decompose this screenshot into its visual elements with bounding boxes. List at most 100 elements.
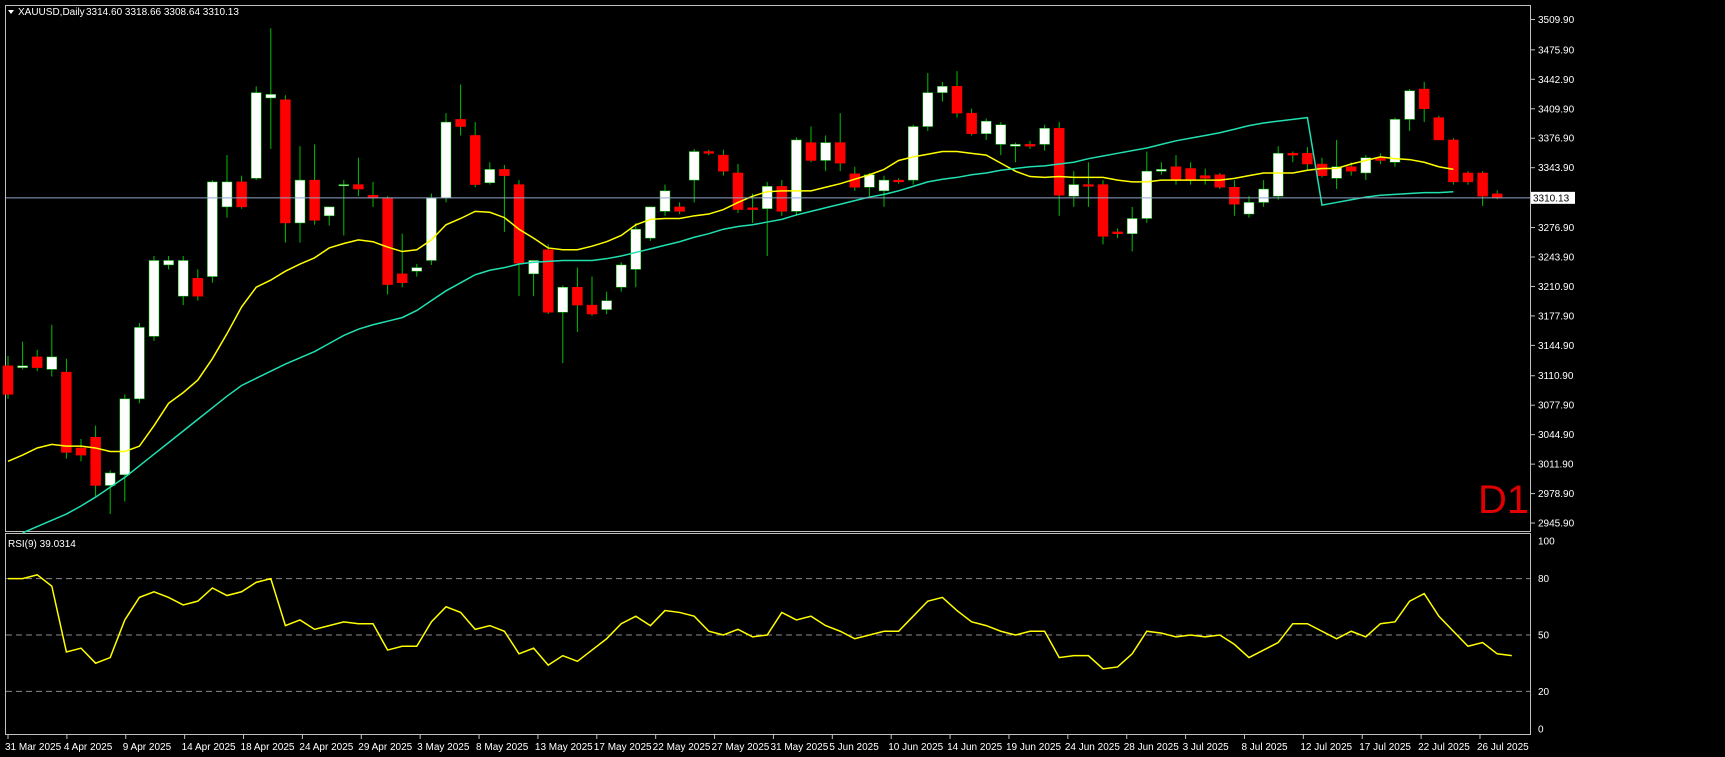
bull-candle — [995, 124, 1007, 145]
bear-candle — [382, 197, 393, 285]
bear-candle — [1170, 166, 1182, 181]
bull-candle — [338, 184, 350, 187]
bear-candle — [1302, 153, 1313, 165]
price-tick-label: 3243.90 — [1538, 252, 1575, 263]
bull-candle — [528, 260, 539, 275]
date-tick-label: 31 May 2025 — [770, 742, 828, 753]
date-tick-label: 8 Jul 2025 — [1241, 742, 1288, 753]
bear-candle — [309, 179, 320, 221]
bear-candle — [1491, 193, 1503, 199]
date-tick-label: 12 Jul 2025 — [1300, 742, 1352, 753]
price-tick-label: 3442.90 — [1538, 75, 1575, 86]
bear-candle — [1112, 231, 1123, 234]
bear-candle — [1097, 184, 1109, 237]
bull-candle — [1039, 128, 1050, 145]
bull-candle — [148, 260, 160, 337]
bear-candle — [61, 371, 72, 453]
bear-candle — [31, 356, 43, 368]
ma-fast-line — [7, 150, 1454, 463]
price-tick-label: 3110.90 — [1538, 371, 1574, 382]
date-tick-label: 17 Jul 2025 — [1359, 742, 1411, 753]
bull-candle — [17, 365, 28, 368]
date-tick-label: 27 May 2025 — [712, 742, 770, 753]
symbol-label: XAUUSD,Daily — [18, 7, 85, 18]
bull-candle — [1258, 188, 1269, 203]
bull-candle — [878, 179, 890, 192]
bear-candle — [586, 304, 598, 315]
bull-candle — [1331, 166, 1342, 179]
price-tick-label: 3044.90 — [1538, 430, 1575, 441]
rsi-level-label: 0 — [1538, 725, 1544, 736]
bull-candle — [864, 174, 875, 188]
bull-candle — [250, 92, 262, 179]
bear-candle — [718, 154, 729, 172]
bull-candle — [1010, 144, 1021, 147]
bear-candle — [674, 206, 685, 212]
price-tick-label: 3144.90 — [1538, 341, 1575, 352]
bull-candle — [907, 126, 919, 181]
bull-candle — [119, 398, 131, 476]
bear-candle — [2, 365, 14, 395]
date-tick-label: 9 Apr 2025 — [123, 742, 172, 753]
triangle-down-icon[interactable] — [8, 10, 14, 14]
bear-candle — [893, 179, 904, 183]
bull-candle — [265, 94, 277, 99]
ohlc-readout: 3314.60 3318.66 3308.64 3310.13 — [86, 7, 239, 18]
bear-candle — [572, 287, 583, 306]
bull-candle — [411, 267, 423, 272]
bull-candle — [1360, 157, 1372, 174]
price-tick-label: 3210.90 — [1538, 282, 1575, 293]
bear-candle — [703, 151, 715, 154]
rsi-pane-frame — [5, 533, 1531, 735]
date-tick-label: 22 May 2025 — [653, 742, 711, 753]
bull-candle — [1126, 218, 1138, 234]
date-tick-label: 28 Jun 2025 — [1124, 742, 1179, 753]
price-tick-label: 3011.90 — [1538, 460, 1574, 471]
price-tick-label: 2978.90 — [1538, 489, 1575, 500]
price-tick-label: 3409.90 — [1538, 104, 1575, 115]
bull-candle — [615, 264, 627, 288]
bull-candle — [557, 287, 569, 313]
ma-slow-line — [22, 116, 1454, 534]
bull-candle — [1243, 202, 1255, 215]
bear-candle — [1418, 88, 1430, 109]
bear-candle — [1229, 187, 1240, 205]
bull-candle — [980, 120, 992, 134]
moving-averages — [7, 116, 1454, 534]
date-tick-label: 5 Jun 2025 — [829, 742, 879, 753]
bull-candle — [1141, 170, 1153, 219]
bear-candle — [353, 184, 364, 190]
bear-candle — [747, 207, 758, 210]
bull-candle — [922, 92, 934, 127]
date-tick-label: 4 Apr 2025 — [64, 742, 113, 753]
bear-candle — [192, 278, 204, 297]
bull-candle — [937, 86, 948, 93]
rsi-level-label: 50 — [1538, 631, 1550, 642]
bear-candle — [1053, 128, 1065, 196]
rsi-label: RSI(9) 39.0314 — [8, 539, 76, 550]
bear-candle — [513, 184, 525, 264]
bear-candle — [1287, 153, 1299, 156]
bid-line-layer: 3310.13 — [6, 191, 1575, 204]
date-tick-label: 24 Apr 2025 — [299, 742, 353, 753]
date-tick-label: 24 Jun 2025 — [1065, 742, 1120, 753]
date-tick-label: 3 May 2025 — [417, 742, 470, 753]
price-tick-label: 3177.90 — [1538, 311, 1575, 322]
bear-candle — [834, 142, 846, 164]
bull-candle — [484, 169, 496, 184]
date-tick-label: 3 Jul 2025 — [1183, 742, 1230, 753]
bear-candle — [455, 119, 466, 127]
bear-candle — [1083, 184, 1094, 187]
rsi-level-label: 80 — [1538, 574, 1550, 585]
bear-candle — [805, 142, 817, 161]
bull-candle — [104, 472, 116, 486]
bull-candle — [1404, 90, 1415, 120]
bear-candle — [1433, 117, 1445, 141]
price-tick-label: 3376.90 — [1538, 134, 1575, 145]
rsi-line — [8, 574, 1512, 670]
bear-candle — [776, 186, 788, 212]
bull-candle — [221, 181, 233, 208]
date-tick-label: 18 Apr 2025 — [241, 742, 295, 753]
bear-candle — [1448, 139, 1459, 183]
